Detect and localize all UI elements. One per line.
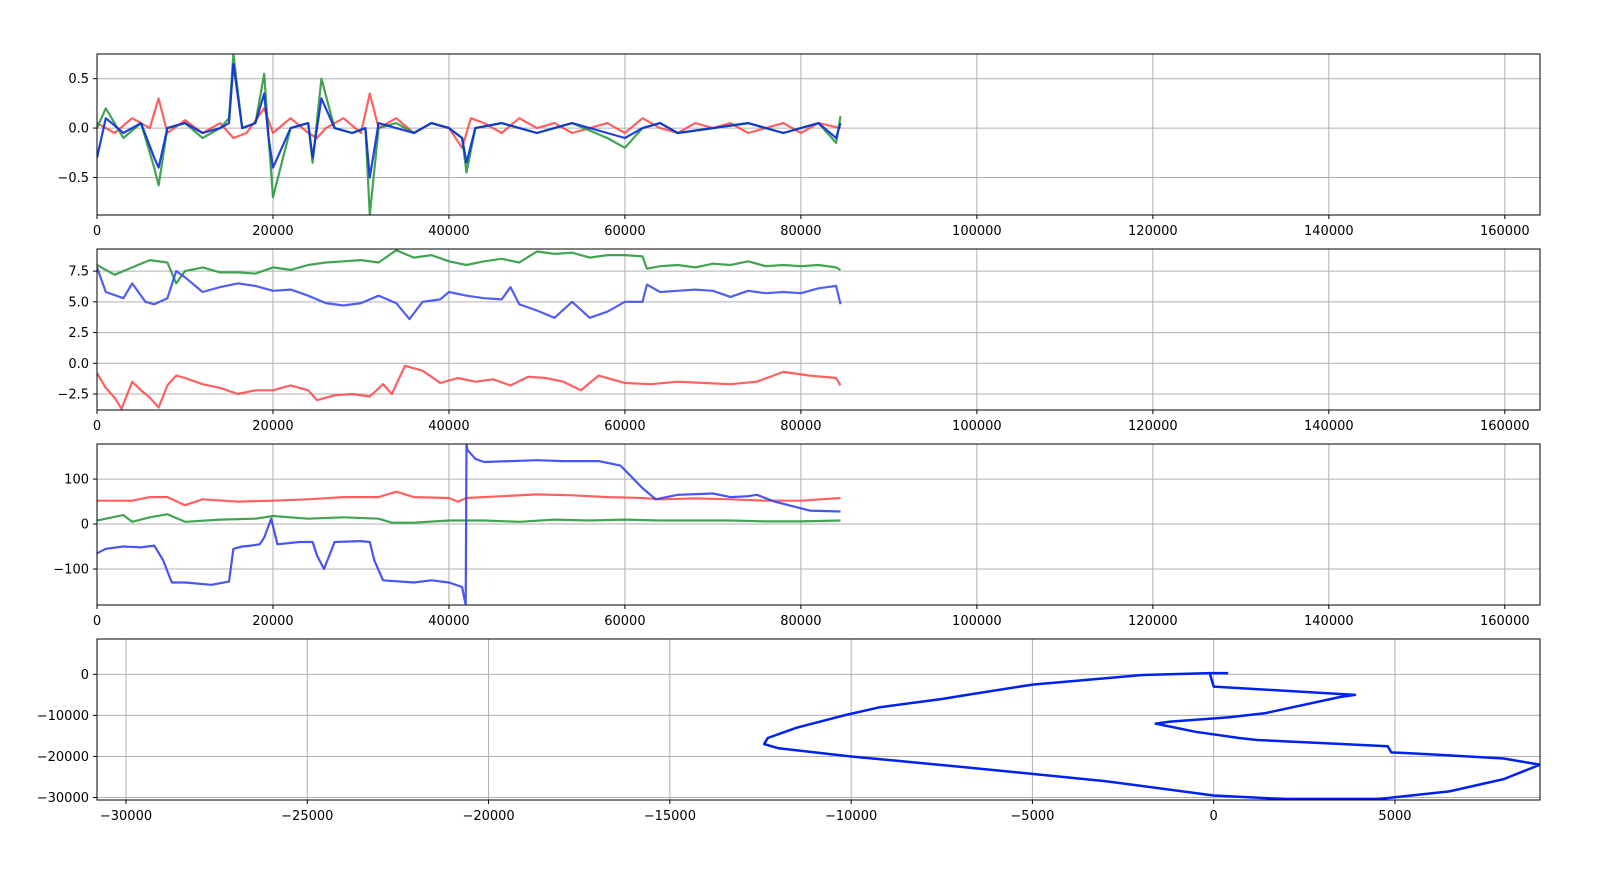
x-tick-label: 160000 — [1480, 224, 1530, 239]
series-line-red — [97, 490, 841, 507]
x-tick-label: 60000 — [604, 419, 645, 434]
axes-frame — [96, 638, 1541, 801]
y-tick-label: 5.0 — [68, 295, 89, 310]
y-tick-label: −2.5 — [57, 388, 89, 403]
series-line-blue — [97, 62, 842, 179]
x-tick-label: −20000 — [462, 809, 514, 824]
x-tick-label: −10000 — [825, 809, 877, 824]
subplot-gravity: 0 20000 40000 60000 80000 100000 120000 140000 1… — [57, 248, 1541, 434]
x-tick-label: 80000 — [780, 419, 821, 434]
y-tick-label: 0 — [81, 668, 89, 683]
x-tick-label: −25000 — [281, 809, 333, 824]
series-line-red — [97, 364, 842, 410]
x-tick-label: 5000 — [1378, 809, 1411, 824]
y-tick-label: 100 — [64, 473, 89, 488]
x-tick-label: 120000 — [1128, 614, 1178, 629]
x-tick-label: 0 — [93, 614, 101, 629]
x-tick-label: 0 — [1210, 809, 1218, 824]
x-tick-label: 80000 — [780, 224, 821, 239]
series-group — [97, 444, 841, 605]
x-tick-label: 40000 — [428, 224, 469, 239]
series-group — [762, 671, 1540, 800]
x-tick-label: 100000 — [952, 614, 1002, 629]
x-tick-label: 60000 — [604, 614, 645, 629]
x-tick-label: 20000 — [252, 224, 293, 239]
x-tick-label: 20000 — [252, 614, 293, 629]
y-tick-label: −30000 — [37, 791, 89, 806]
subplot-accel: 0 20000 40000 60000 80000 100000 120000 140000 1… — [57, 53, 1541, 239]
y-tick-label: 7.5 — [68, 265, 89, 280]
axes-frame — [96, 53, 1541, 216]
x-tick-label: 120000 — [1128, 224, 1178, 239]
series-line-green — [97, 513, 841, 524]
y-tick-label: −100 — [53, 563, 89, 578]
x-tick-label: 100000 — [952, 224, 1002, 239]
x-tick-label: 120000 — [1128, 419, 1178, 434]
y-tick-label: 2.5 — [68, 326, 89, 341]
x-tick-label: 140000 — [1304, 614, 1354, 629]
x-tick-label: 40000 — [428, 419, 469, 434]
x-tick-label: −15000 — [644, 809, 696, 824]
y-tick-label: −20000 — [37, 750, 89, 765]
subplot-trajectory: −30000 −25000 −20000 −15000 −10000 −5000 0 5000… — [37, 638, 1541, 824]
x-tick-label: −5000 — [1010, 809, 1054, 824]
grid-lines — [97, 639, 1540, 800]
x-tick-label: 160000 — [1480, 614, 1530, 629]
y-tick-label: 0.5 — [68, 72, 89, 87]
x-tick-label: 140000 — [1304, 419, 1354, 434]
x-tick-label: 80000 — [780, 614, 821, 629]
series-line-green — [97, 249, 842, 285]
x-tick-label: 60000 — [604, 224, 645, 239]
series-group — [97, 249, 842, 410]
series-line-blue — [97, 267, 842, 321]
x-tick-label: 160000 — [1480, 419, 1530, 434]
x-tick-label: 140000 — [1304, 224, 1354, 239]
y-tick-label: 0.0 — [68, 357, 89, 372]
y-tick-label: −0.5 — [57, 171, 89, 186]
series-line-blue — [97, 444, 841, 605]
x-tick-label: 20000 — [252, 419, 293, 434]
y-tick-label: 0 — [81, 518, 89, 533]
series-line-trajectory — [762, 671, 1540, 800]
x-tick-label: 0 — [93, 419, 101, 434]
x-tick-label: 40000 — [428, 614, 469, 629]
x-tick-label: 0 — [93, 224, 101, 239]
axes-frame — [96, 248, 1541, 411]
y-tick-label: −10000 — [37, 709, 89, 724]
subplot-orientation: 0 20000 40000 60000 80000 100000 120000 140000 1… — [53, 443, 1541, 629]
x-tick-label: 100000 — [952, 419, 1002, 434]
x-tick-label: −30000 — [100, 809, 152, 824]
series-group — [97, 54, 842, 215]
y-tick-label: 0.0 — [68, 122, 89, 137]
